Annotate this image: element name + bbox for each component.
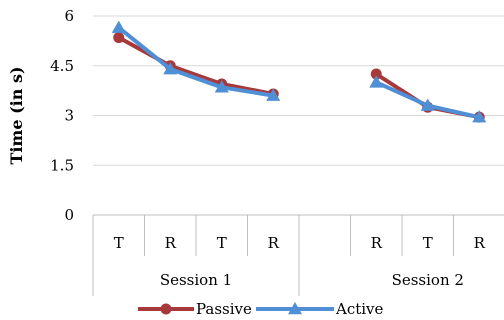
data-point bbox=[266, 88, 281, 101]
legend-label: Passive bbox=[196, 300, 252, 318]
series-lines bbox=[111, 20, 487, 123]
y-tick-label: 0 bbox=[64, 206, 74, 224]
y-axis-label: Time (in s) bbox=[7, 66, 26, 164]
legend-marker bbox=[160, 303, 172, 315]
data-point bbox=[369, 75, 384, 88]
x-category-label: R bbox=[268, 234, 280, 252]
data-point bbox=[113, 32, 125, 44]
legend-item-passive: Passive bbox=[138, 300, 252, 318]
legend-label: Active bbox=[335, 300, 384, 318]
y-tick-label: 3 bbox=[64, 107, 74, 125]
series-active bbox=[111, 20, 487, 123]
data-point bbox=[370, 68, 382, 80]
x-category-labels: TRTRRTRR bbox=[114, 234, 486, 252]
series-line bbox=[117, 26, 274, 98]
y-tick-label: 6 bbox=[64, 7, 74, 25]
x-category-label: T bbox=[217, 234, 227, 252]
y-tick-label: 1.5 bbox=[50, 156, 74, 174]
data-point bbox=[111, 20, 126, 33]
y-tick-labels: 0 1.5 3 4.5 6 bbox=[50, 7, 74, 224]
x-category-label: R bbox=[474, 234, 486, 252]
data-point bbox=[163, 62, 178, 75]
data-point bbox=[214, 80, 229, 93]
data-point bbox=[420, 98, 435, 111]
legend: Passive Active bbox=[138, 300, 384, 318]
axes bbox=[92, 214, 504, 296]
x-category-label: T bbox=[114, 234, 124, 252]
legend-marker bbox=[288, 302, 302, 315]
data-point bbox=[472, 110, 487, 123]
x-category-label: R bbox=[165, 234, 177, 252]
y-tick-label: 4.5 bbox=[50, 57, 74, 75]
series-line bbox=[117, 35, 274, 96]
x-group-label: Session 1 bbox=[160, 271, 232, 289]
x-category-label: T bbox=[423, 234, 433, 252]
x-group-label: Session 2 bbox=[392, 271, 464, 289]
legend-item-active: Active bbox=[256, 300, 384, 318]
gridlines bbox=[93, 15, 504, 166]
x-category-label: R bbox=[371, 234, 383, 252]
